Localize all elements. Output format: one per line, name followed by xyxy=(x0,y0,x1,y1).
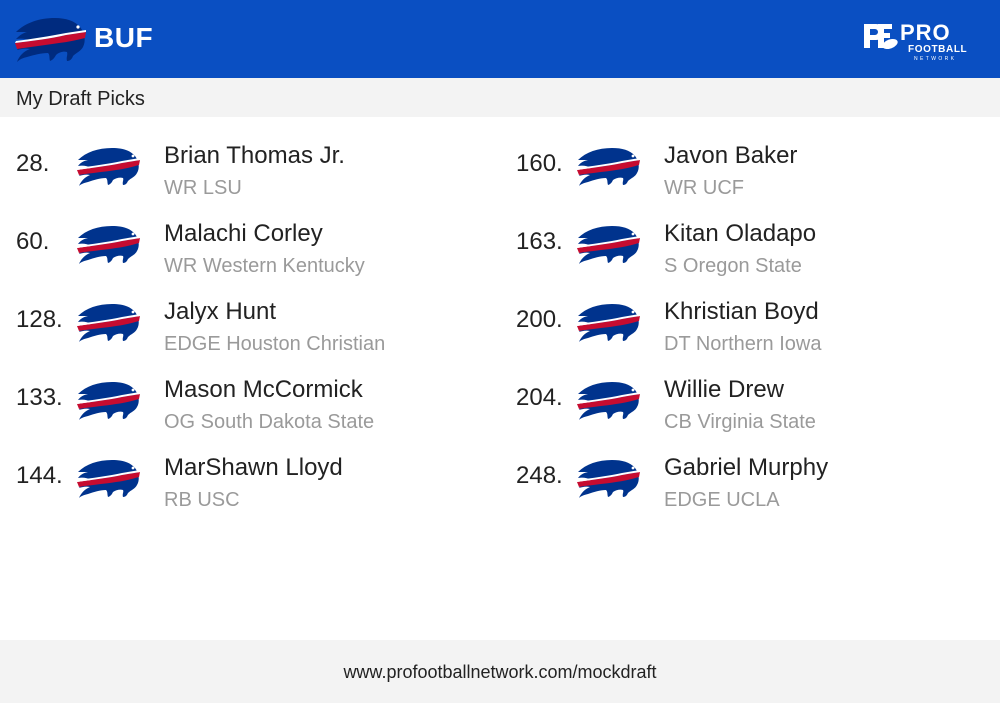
draft-pick-row[interactable]: 133. Mason McCormick OG South Dakota Sta… xyxy=(16,372,496,450)
draft-pick-row[interactable]: 204. Willie Drew CB Virginia State xyxy=(516,372,996,450)
player-name: Malachi Corley xyxy=(164,220,323,247)
pick-number: 160. xyxy=(516,150,563,177)
player-position-school: WR UCF xyxy=(664,177,744,199)
player-position-school: CB Virginia State xyxy=(664,411,816,433)
buffalo-bills-logo-icon xyxy=(576,300,642,344)
pick-number: 28. xyxy=(16,150,50,177)
pro-football-network-logo-icon[interactable]: PRO FOOTBALL NETWORK xyxy=(860,18,984,62)
pick-number: 163. xyxy=(516,228,563,255)
app-header: BUF PRO FOOTBALL NETWORK xyxy=(0,0,1000,78)
player-name: Mason McCormick xyxy=(164,376,363,403)
svg-text:FOOTBALL: FOOTBALL xyxy=(908,44,967,55)
picks-column-right: 160. Javon Baker WR UCF 163. Kitan Olada… xyxy=(516,138,996,528)
draft-pick-row[interactable]: 160. Javon Baker WR UCF xyxy=(516,138,996,216)
player-name: Javon Baker xyxy=(664,142,798,169)
buffalo-bills-logo-icon xyxy=(576,456,642,500)
player-position-school: RB USC xyxy=(164,489,240,511)
buffalo-bills-logo-icon xyxy=(576,144,642,188)
player-position-school: WR Western Kentucky xyxy=(164,255,365,277)
pick-number: 248. xyxy=(516,462,563,489)
draft-pick-row[interactable]: 163. Kitan Oladapo S Oregon State xyxy=(516,216,996,294)
section-title: My Draft Picks xyxy=(16,88,145,110)
draft-pick-row[interactable]: 248. Gabriel Murphy EDGE UCLA xyxy=(516,450,996,528)
pick-number: 128. xyxy=(16,306,63,333)
pick-number: 60. xyxy=(16,228,50,255)
player-position-school: OG South Dakota State xyxy=(164,411,375,433)
buffalo-bills-logo-icon xyxy=(76,222,142,266)
buffalo-bills-logo-icon xyxy=(576,222,642,266)
buffalo-bills-logo-icon xyxy=(576,378,642,422)
draft-pick-row[interactable]: 60. Malachi Corley WR Western Kentucky xyxy=(16,216,496,294)
buffalo-bills-logo-icon xyxy=(76,144,142,188)
draft-pick-row[interactable]: 200. Khristian Boyd DT Northern Iowa xyxy=(516,294,996,372)
player-name: Jalyx Hunt xyxy=(164,298,277,325)
section-header: My Draft Picks xyxy=(0,78,1000,117)
player-name: Kitan Oladapo xyxy=(664,220,817,247)
draft-pick-row[interactable]: 128. Jalyx Hunt EDGE Houston Christian xyxy=(16,294,496,372)
player-position-school: EDGE Houston Christian xyxy=(164,333,386,355)
svg-text:PRO: PRO xyxy=(900,20,951,45)
player-position-school: S Oregon State xyxy=(664,255,802,277)
buffalo-bills-logo-icon xyxy=(76,378,142,422)
pick-number: 200. xyxy=(516,306,563,333)
svg-text:NETWORK: NETWORK xyxy=(914,56,956,62)
picks-column-left: 28. Brian Thomas Jr. WR LSU 60. Malachi … xyxy=(16,138,496,528)
pick-number: 144. xyxy=(16,462,63,489)
player-position-school: DT Northern Iowa xyxy=(664,333,822,355)
player-name: MarShawn Lloyd xyxy=(164,454,343,481)
footer-url-link[interactable]: www.profootballnetwork.com/mockdraft xyxy=(343,662,657,682)
draft-pick-row[interactable]: 28. Brian Thomas Jr. WR LSU xyxy=(16,138,496,216)
player-position-school: WR LSU xyxy=(164,177,242,199)
pick-number: 204. xyxy=(516,384,563,411)
draft-pick-row[interactable]: 144. MarShawn Lloyd RB USC xyxy=(16,450,496,528)
player-name: Gabriel Murphy xyxy=(664,454,829,481)
buffalo-bills-logo-icon xyxy=(76,300,142,344)
player-position-school: EDGE UCLA xyxy=(664,489,780,511)
player-name: Khristian Boyd xyxy=(664,298,819,325)
team-abbreviation: BUF xyxy=(94,22,154,53)
buffalo-bills-logo-icon xyxy=(76,456,142,500)
page-footer: www.profootballnetwork.com/mockdraft xyxy=(0,640,1000,703)
player-name: Brian Thomas Jr. xyxy=(164,142,345,169)
pick-number: 133. xyxy=(16,384,63,411)
buffalo-bills-logo-icon xyxy=(15,18,86,62)
player-name: Willie Drew xyxy=(664,376,784,403)
